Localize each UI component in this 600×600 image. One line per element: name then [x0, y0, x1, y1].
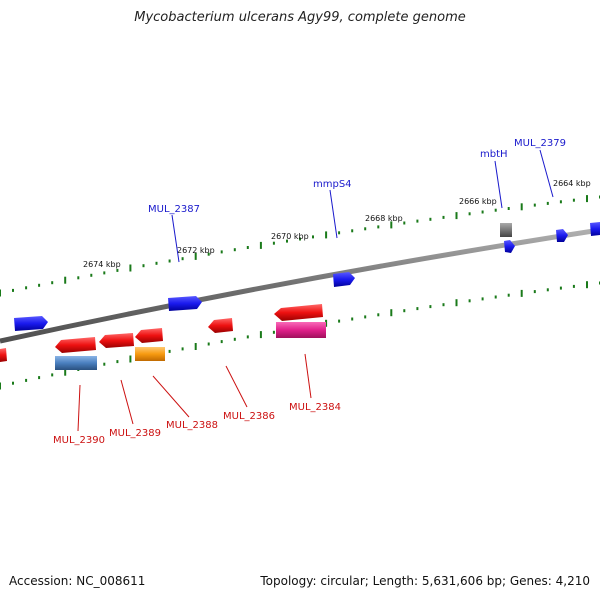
gene-arrow-reverse[interactable] [55, 337, 96, 353]
gene-block-steelblue[interactable] [55, 356, 97, 370]
gene-arrow-forward[interactable] [590, 222, 600, 236]
gene-arrow-forward[interactable] [168, 296, 202, 311]
reverse-leader-lines [77, 353, 312, 432]
genome-backbone [0, 227, 600, 344]
accession-label: Accession: NC_008611 [9, 574, 146, 588]
gene-block-orange[interactable] [135, 347, 165, 361]
gene-label-mul-2388[interactable]: MUL_2388 [166, 420, 218, 431]
gene-label-mul-2390[interactable]: MUL_2390 [53, 435, 105, 446]
gene-arrow-forward[interactable] [14, 316, 48, 331]
genome-summary-label: Topology: circular; Length: 5,631,606 bp… [260, 574, 590, 588]
scale-label-2672: 2672 kbp [177, 246, 215, 255]
gene-arrow-reverse[interactable] [0, 348, 7, 362]
gene-arrow-reverse[interactable] [135, 328, 163, 343]
gene-label-mul-2386[interactable]: MUL_2386 [223, 411, 275, 422]
gene-label-mmps4[interactable]: mmpS4 [313, 179, 352, 190]
gene-label-mul-2387[interactable]: MUL_2387 [148, 204, 200, 215]
scale-label-2668: 2668 kbp [365, 214, 403, 223]
forward-features [14, 222, 600, 331]
gene-arrow-reverse[interactable] [274, 304, 323, 321]
scale-label-2664: 2664 kbp [553, 179, 591, 188]
gene-arrow-forward[interactable] [556, 229, 568, 242]
forward-leader-lines [171, 149, 554, 263]
gene-label-mul-2384[interactable]: MUL_2384 [289, 402, 341, 413]
gene-label-mbth[interactable]: mbtH [480, 149, 508, 160]
gene-arrow-reverse[interactable] [99, 333, 134, 348]
reverse-features [0, 304, 326, 370]
gene-arrow-forward[interactable] [333, 272, 355, 287]
gene-label-mul-2379[interactable]: MUL_2379 [514, 138, 566, 149]
gene-arrow-reverse[interactable] [208, 318, 233, 333]
gene-block-magenta[interactable] [276, 322, 326, 338]
scale-label-2666: 2666 kbp [459, 197, 497, 206]
tick-marks-upper [0, 195, 600, 297]
scale-label-2674: 2674 kbp [83, 260, 121, 269]
gene-arrow-forward[interactable] [504, 240, 515, 253]
scale-label-2670: 2670 kbp [271, 232, 309, 241]
gene-block-gray[interactable] [500, 223, 512, 237]
gene-label-mul-2389[interactable]: MUL_2389 [109, 428, 161, 439]
map-title: Mycobacterium ulcerans Agy99, complete g… [134, 10, 466, 25]
